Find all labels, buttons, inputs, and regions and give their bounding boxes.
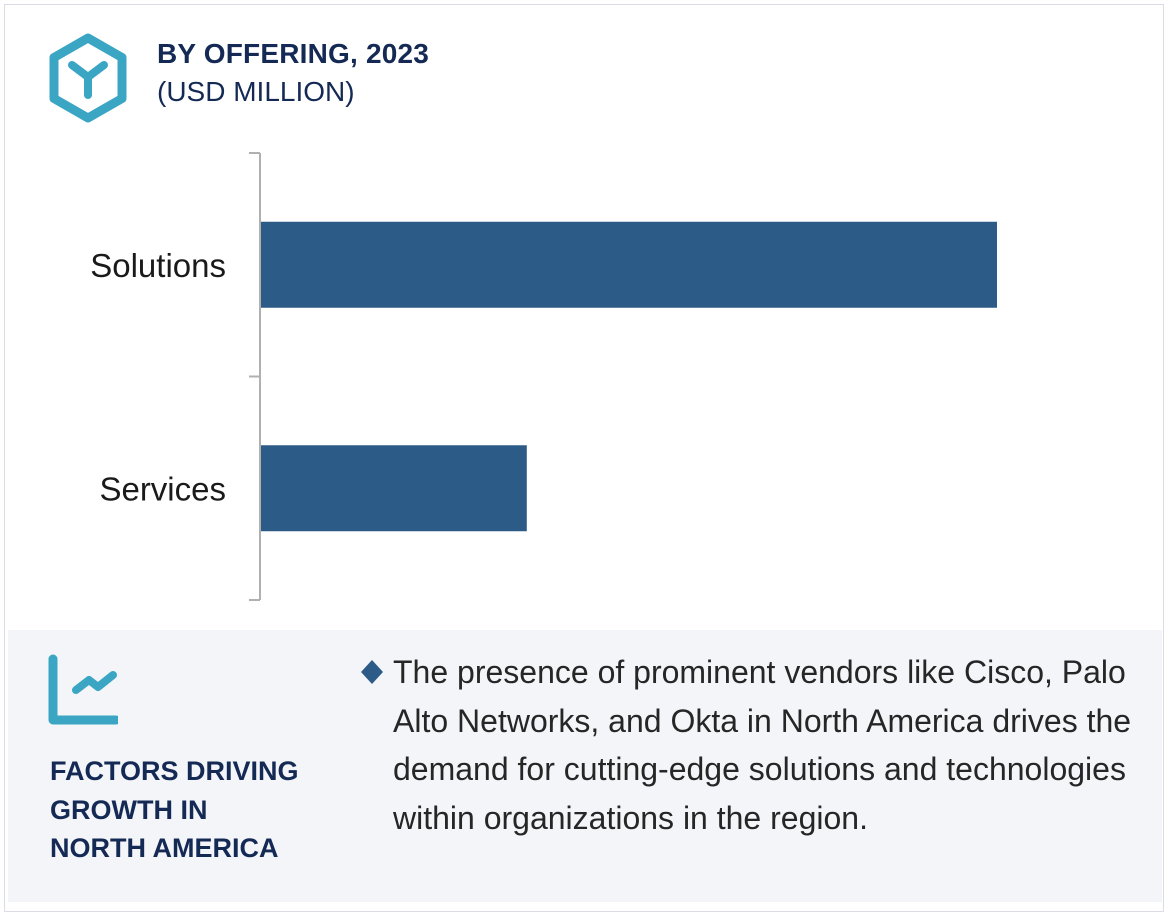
chart-title: BY OFFERING, 2023 <box>157 38 430 69</box>
bar-chart: Solutions Services <box>90 152 997 601</box>
bar-solutions <box>261 221 997 308</box>
bar-services <box>261 445 527 532</box>
factors-heading-line: GROWTH IN <box>50 794 208 825</box>
factors-panel <box>8 630 1162 902</box>
factors-heading: FACTORS DRIVING GROWTH IN NORTH AMERICA <box>50 752 299 868</box>
factors-heading-line: NORTH AMERICA <box>50 833 279 863</box>
trend-line-chart-icon <box>48 654 118 725</box>
category-label: Services <box>99 470 226 507</box>
factor-description: The presence of prominent vendors like C… <box>393 654 1132 836</box>
category-label: Solutions <box>90 247 226 284</box>
diamond-bullet-icon <box>361 660 383 684</box>
factors-heading-line: FACTORS DRIVING <box>50 756 299 786</box>
hexagon-cube-icon <box>49 33 127 123</box>
chart-subtitle: (USD MILLION) <box>157 76 355 107</box>
